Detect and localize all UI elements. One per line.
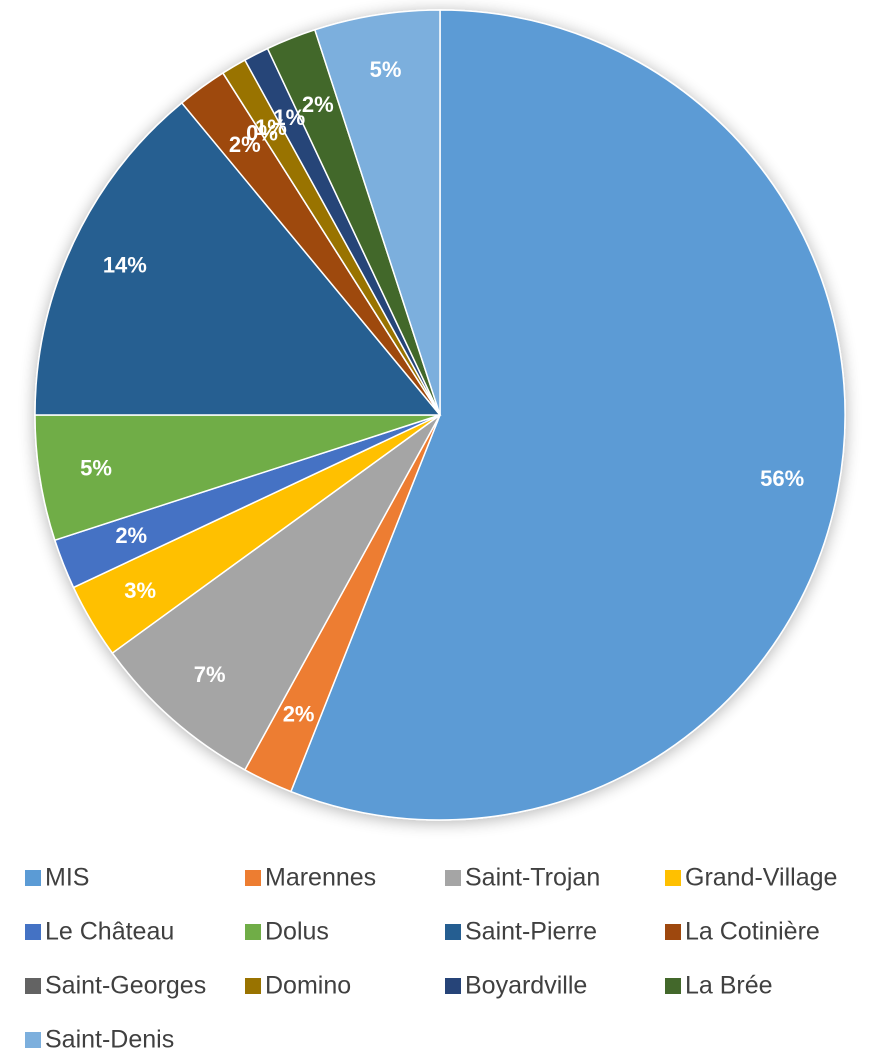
legend-label: Boyardville bbox=[465, 972, 587, 1000]
pie-slice bbox=[111, 414, 441, 771]
legend-swatch bbox=[245, 978, 261, 994]
value-label: 2% bbox=[302, 92, 334, 117]
legend-swatch bbox=[665, 978, 681, 994]
legend-label: La Brée bbox=[685, 972, 773, 1000]
value-label: 1% bbox=[255, 115, 287, 140]
value-label: 0% bbox=[246, 120, 278, 145]
value-label: 14% bbox=[103, 253, 147, 278]
legend-swatch bbox=[445, 870, 461, 886]
legend-label: Saint-Trojan bbox=[465, 864, 600, 892]
pie-slice bbox=[34, 101, 442, 416]
legend-label: MIS bbox=[45, 864, 89, 892]
pie-slice bbox=[313, 9, 441, 416]
value-label: 56% bbox=[760, 466, 804, 491]
value-label: 2% bbox=[283, 701, 315, 726]
pie bbox=[34, 9, 846, 821]
legend-label: Dolus bbox=[265, 918, 329, 946]
legend-swatch bbox=[25, 978, 41, 994]
legend-swatch bbox=[25, 1032, 41, 1048]
value-label: 1% bbox=[273, 105, 305, 130]
legend-label: Saint-Georges bbox=[45, 972, 206, 1000]
legend-label: Grand-Village bbox=[685, 864, 837, 892]
legend-swatch bbox=[445, 924, 461, 940]
legend-swatch bbox=[445, 978, 461, 994]
value-labels: 56%2%7%3%2%5%14%2%0%1%1%2%5% bbox=[80, 57, 804, 727]
legend-swatch bbox=[665, 924, 681, 940]
value-label: 3% bbox=[124, 578, 156, 603]
legend-label: Domino bbox=[265, 972, 351, 1000]
legend-label: Saint-Pierre bbox=[465, 918, 597, 946]
value-label: 5% bbox=[370, 57, 402, 82]
legend-swatch bbox=[25, 924, 41, 940]
legend-label: Saint-Denis bbox=[45, 1026, 174, 1052]
value-label: 2% bbox=[115, 523, 147, 548]
legend: MIS Marennes Saint-Trojan Grand-Village Le C… bbox=[25, 864, 837, 1052]
pie-slice bbox=[289, 9, 846, 821]
value-label: 2% bbox=[229, 132, 261, 157]
legend-swatch bbox=[665, 870, 681, 886]
legend-swatch bbox=[25, 870, 41, 886]
legend-swatch bbox=[245, 870, 261, 886]
legend-swatch bbox=[245, 924, 261, 940]
legend-label: Marennes bbox=[265, 864, 376, 892]
value-label: 7% bbox=[194, 662, 226, 687]
legend-label: La Cotinière bbox=[685, 918, 820, 946]
legend-label: Le Château bbox=[45, 918, 174, 946]
value-label: 5% bbox=[80, 455, 112, 480]
